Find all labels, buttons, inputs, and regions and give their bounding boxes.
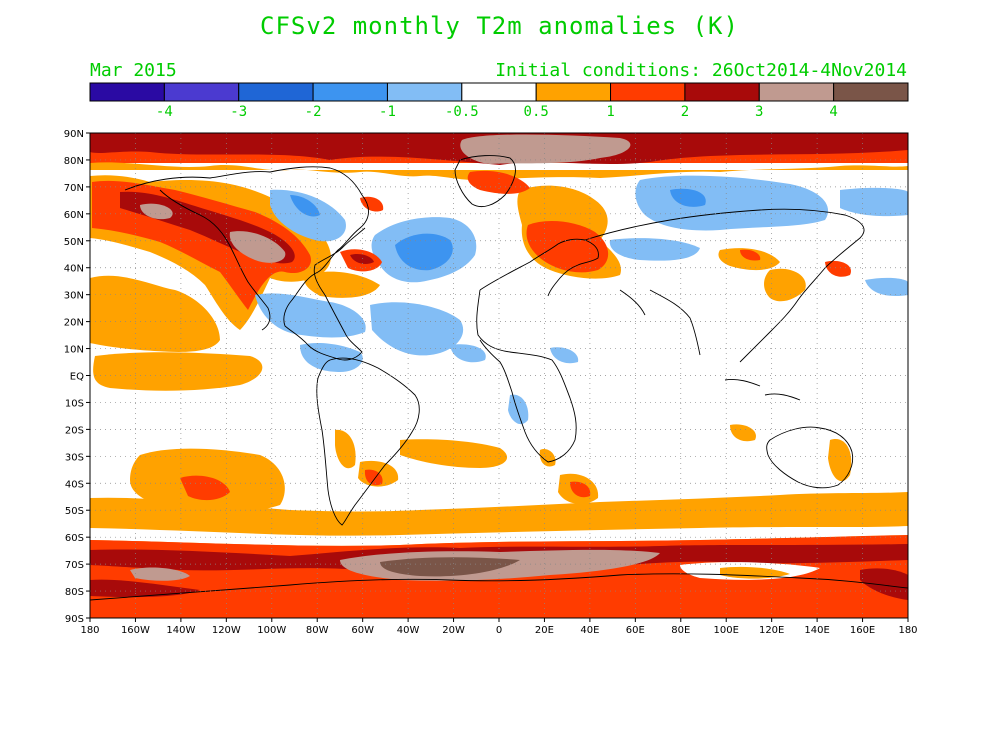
colorbar-label: 0.5 (524, 104, 549, 120)
lat-label: 90N (64, 129, 84, 140)
colorbar-label: 3 (755, 104, 763, 120)
colorbar-bin (238, 82, 314, 102)
graticule (90, 133, 908, 618)
colorbar (89, 82, 909, 102)
lat-label: 10S (65, 398, 84, 409)
forecast-month: Mar 2015 (90, 60, 177, 81)
lon-label: 80W (306, 625, 329, 636)
lon-label: 20E (535, 625, 554, 636)
lon-label: 180 (898, 625, 917, 636)
colorbar-bin (833, 82, 909, 102)
colorbar-bin (535, 82, 612, 102)
lat-label: 20S (65, 425, 84, 436)
lat-label: 30N (64, 291, 84, 302)
lon-label: 140E (804, 625, 829, 636)
lat-label: 40S (65, 479, 84, 490)
colorbar-bin (163, 82, 240, 102)
lat-label: 80S (65, 587, 84, 598)
latitude-labels: 90N 80N 70N 60N 50N 40N 30N 20N 10N EQ 10S 20S 30S 40… (64, 129, 90, 625)
lon-label: 180 (80, 625, 99, 636)
lon-label: 20W (442, 625, 465, 636)
lon-label: 60W (351, 625, 374, 636)
lat-label: 80N (64, 156, 84, 167)
lon-label: 160E (850, 625, 875, 636)
lon-label: 100W (257, 625, 286, 636)
lat-label: 40N (64, 264, 84, 275)
lat-label: 90S (65, 614, 84, 625)
lat-label: 70S (65, 560, 84, 571)
colorbar-label: 2 (681, 104, 689, 120)
lon-label: 160W (121, 625, 150, 636)
lon-label: 140W (166, 625, 195, 636)
lat-label: 50N (64, 237, 84, 248)
lon-label: 0 (496, 625, 502, 636)
colorbar-bin (312, 82, 388, 102)
lat-label: 60N (64, 210, 84, 221)
lat-label: 60S (65, 533, 84, 544)
lat-label: 70N (64, 183, 84, 194)
colorbar-label: 4 (829, 104, 837, 120)
colorbar-bin (684, 82, 760, 102)
lon-label: 40E (580, 625, 599, 636)
coastlines (90, 155, 908, 601)
colorbar-label: -0.5 (445, 104, 479, 120)
lat-label: EQ (70, 372, 84, 383)
longitude-labels: 180 160W 140W 120W 100W 80W 60W 40W 20W 0 20E 40E 60… (80, 618, 918, 636)
map-title: CFSv2 monthly T2m anomalies (K) (260, 12, 739, 40)
colorbar-bin (89, 82, 165, 102)
colorbar-labels: -4 -3 -2 -1 -0.5 0.5 1 2 3 4 (156, 104, 838, 120)
lon-label: 80E (671, 625, 690, 636)
colorbar-bin (386, 82, 463, 102)
lon-label: 60E (626, 625, 645, 636)
lat-label: 20N (64, 318, 84, 329)
colorbar-bin (758, 82, 835, 102)
lon-label: 120W (212, 625, 241, 636)
colorbar-label: -2 (305, 104, 322, 120)
initial-conditions: Initial conditions: 26Oct2014-4Nov2014 (495, 60, 907, 81)
lon-label: 40W (397, 625, 420, 636)
colorbar-bin (610, 82, 686, 102)
lon-label: 120E (759, 625, 784, 636)
colorbar-label: -4 (156, 104, 173, 120)
lon-label: 100E (714, 625, 739, 636)
anomaly-region-pacific-south (90, 275, 220, 352)
lat-label: 10N (64, 345, 84, 356)
colorbar-label: -3 (230, 104, 247, 120)
colorbar-label: 1 (606, 104, 614, 120)
colorbar-label: -1 (379, 104, 396, 120)
lat-label: 50S (65, 506, 84, 517)
lat-label: 30S (65, 452, 84, 463)
colorbar-bin (461, 82, 537, 102)
